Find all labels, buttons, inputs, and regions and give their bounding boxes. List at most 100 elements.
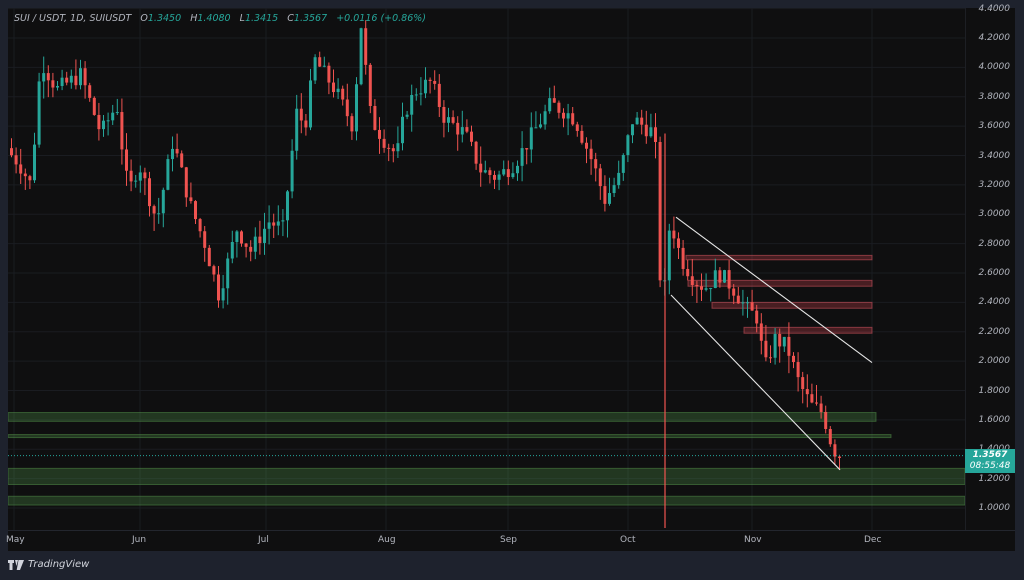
candle-body [92,97,96,115]
candle-body [571,113,575,125]
candle-body [359,28,363,85]
candle-body [138,172,142,181]
candle-body [322,65,326,67]
candle-body [120,112,124,150]
candle-body [626,135,630,156]
candle-body [525,148,529,150]
candle-body [819,403,823,412]
candle-body [263,228,266,243]
candle-body [175,148,179,154]
candle-body [690,276,694,285]
candle-body [396,143,400,152]
candle-body [318,57,322,67]
plot-area[interactable]: SUI / USDT, 1D, SUIUSDT O1.3450 H1.4080 … [7,8,966,530]
candle-body [506,169,510,178]
candle-body [217,274,220,301]
candle-body [405,114,409,117]
candle-body [69,75,73,83]
candle-body [677,238,680,248]
candle-body [736,295,740,304]
candle-body [833,444,837,457]
brand-label: TradingView [28,559,90,570]
candle-body [56,86,59,88]
candle-body [129,170,133,182]
candle-body [350,116,354,132]
candle-body [180,153,184,168]
candle-body [585,142,588,149]
candle-body [723,270,726,283]
candle-body [336,88,340,93]
candle-body [598,168,602,187]
candle-body [649,127,653,137]
candle-body [539,124,542,128]
candle-body [345,99,349,117]
candle-body [327,65,331,83]
candle-body [387,147,391,149]
candle-body [479,163,483,173]
candle-body [221,288,225,301]
candle-body [828,429,832,445]
price-tick: 2.6000 [978,268,1011,278]
candle-body [557,102,561,113]
candle-body [488,170,492,175]
candle-body [460,127,464,135]
candle-body [654,127,657,142]
candle-body [295,108,299,151]
price-tick: 2.8000 [978,238,1011,249]
price-tick: 3.2000 [978,179,1011,190]
candle-body [718,270,722,283]
bar-countdown: 08:55:48 [969,460,1011,471]
candle-body [672,230,676,239]
candle-body [782,336,786,347]
candle-body [51,80,55,88]
support-zone [7,434,892,439]
candle-body [451,117,455,123]
candle-body [410,95,414,115]
resistance-zone [685,254,873,261]
open-value: 1.3450 [147,13,182,24]
candle-body [28,176,32,181]
candle-body [83,68,87,86]
candle-body [608,193,611,204]
change-value: +0.0116 (+0.86%) [336,13,426,24]
candle-body [580,130,584,143]
candle-body [19,164,23,174]
candle-body [14,155,18,165]
candle-body [332,82,335,93]
time-tick: Dec [864,535,882,545]
candle-body [497,174,501,180]
candle-body [304,120,308,128]
resistance-zone [711,301,873,309]
candle-body [42,73,46,82]
candle-body [23,173,27,177]
price-axis[interactable]: 4.4000 4.2000 4.0000 3.8000 3.6000 3.4000 3.20… [965,4,1016,530]
time-axis[interactable]: May Jun Jul Aug Sep Oct Nov Dec [6,530,1015,552]
candle-body [102,120,105,130]
candle-body [621,155,625,173]
low-value: 1.3415 [244,13,279,24]
candle-body [787,336,791,356]
candle-body [741,302,745,304]
candle-body [157,213,161,215]
time-tick: Nov [744,535,762,545]
candle-body [755,310,759,324]
candle-body [368,64,372,106]
chart-panel[interactable]: SUI / USDT, 1D, SUIUSDT O1.3450 H1.4080 … [6,4,1016,552]
time-tick: Sep [500,535,517,545]
support-zone [7,412,877,422]
candle-body [589,148,593,160]
candle-body [134,180,138,182]
time-tick: Jun [132,535,147,545]
candle-body [727,270,731,289]
candle-body [534,127,538,129]
candle-body [171,148,174,160]
candle-body [603,186,607,204]
candle-body [161,189,165,214]
candle-body [631,124,634,136]
resistance-zone [687,279,873,287]
candle-body [773,333,777,358]
candle-body [644,124,648,137]
candle-body [299,108,303,121]
candle-body [442,106,446,123]
time-tick: Aug [378,535,396,545]
